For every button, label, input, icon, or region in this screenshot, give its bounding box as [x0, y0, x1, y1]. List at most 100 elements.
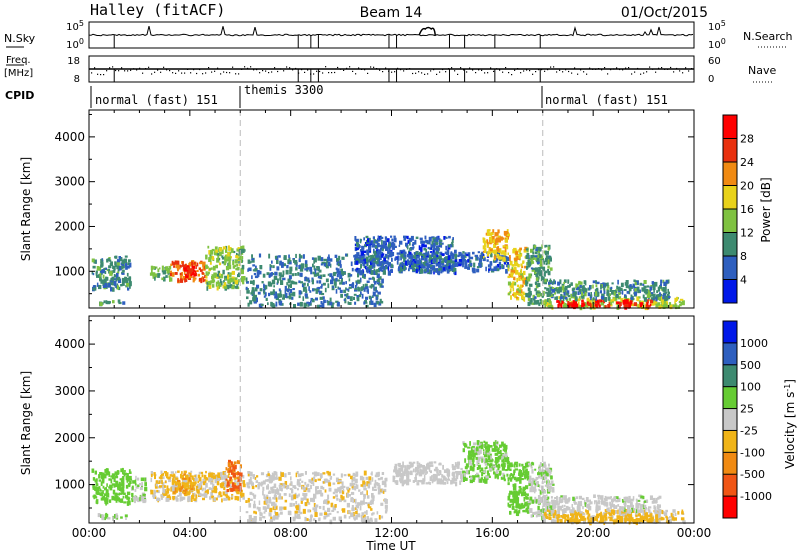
power-cell: [307, 303, 310, 307]
nave-dot: [649, 66, 651, 68]
velocity-cell: [566, 514, 569, 519]
power-cell: [403, 258, 406, 263]
power-cell: [121, 265, 124, 269]
velocity-cell: [421, 480, 424, 485]
power-cell: [656, 290, 658, 294]
power-cell: [125, 261, 127, 267]
power-cell: [406, 243, 409, 246]
power-cell: [495, 265, 498, 269]
velocity-cell: [350, 491, 355, 495]
power-cell: [482, 250, 485, 253]
power-cell: [570, 293, 574, 299]
power-cell: [430, 265, 433, 269]
power-cell: [558, 287, 562, 292]
velocity-cell: [310, 514, 313, 518]
power-cell: [473, 262, 476, 268]
velocity-cell: [503, 478, 506, 482]
power-cell: [221, 249, 224, 255]
velocity-cell: [539, 490, 542, 495]
power-cell: [547, 269, 549, 272]
power-cell: [659, 283, 662, 286]
power-cell: [474, 254, 479, 257]
power-cell: [294, 273, 297, 276]
velocity-cell: [351, 507, 355, 512]
velocity-cell: [100, 481, 103, 486]
velocity-cell: [495, 448, 499, 452]
nave-dot: [652, 68, 654, 70]
velocity-cell: [488, 475, 491, 478]
velocity-cell: [414, 478, 417, 482]
power-cell: [421, 243, 425, 248]
velocity-cell: [294, 486, 297, 490]
power-cell: [626, 303, 629, 308]
velocity-cell: [552, 487, 555, 490]
power-cell: [257, 291, 261, 295]
power-cell: [526, 248, 529, 253]
velocity-cell: [198, 471, 201, 475]
velocity-cell: [526, 463, 529, 468]
velocity-cell: [141, 485, 143, 488]
power-cell: [279, 277, 282, 281]
power-cell: [190, 268, 194, 272]
power-cell: [326, 264, 329, 269]
velocity-cell: [533, 488, 537, 492]
power-cell: [456, 261, 461, 264]
nave-dot: [343, 69, 345, 71]
power-cell: [206, 286, 209, 291]
velocity-cell: [361, 476, 365, 481]
power-cell: [448, 263, 451, 266]
power-cell: [316, 280, 319, 284]
velocity-cell: [347, 494, 351, 497]
power-cell: [174, 272, 178, 275]
noise-trace: [88, 25, 694, 48]
power-cell: [116, 265, 120, 270]
power-cell: [117, 299, 121, 303]
velocity-cell: [539, 511, 542, 516]
velocity-cell: [126, 491, 131, 496]
velocity-cell: [370, 508, 373, 511]
velocity-cell: [274, 489, 278, 494]
velocity-cell: [268, 512, 272, 517]
velocity-cell: [500, 476, 504, 480]
velocity-cell: [528, 501, 531, 505]
power-cell: [379, 266, 382, 272]
power-cell: [545, 257, 549, 263]
velocity-cell: [294, 513, 297, 519]
velocity-cell: [107, 517, 111, 520]
power-cell: [488, 268, 491, 271]
velocity-cell: [377, 486, 380, 490]
velocity-cell: [604, 509, 608, 514]
power-cell: [313, 272, 317, 277]
power-cell: [563, 305, 566, 309]
velocity-cell: [502, 448, 507, 452]
power-cell: [416, 255, 420, 259]
power-cell: [507, 252, 509, 255]
power-cell: [559, 279, 562, 282]
velocity-cell: [98, 474, 101, 479]
power-cell: [358, 294, 362, 298]
velocity-cell: [376, 482, 380, 487]
power-cell: [488, 232, 492, 236]
power-cell: [293, 259, 295, 263]
velocity-cell: [170, 487, 173, 492]
power-cell: [411, 244, 415, 247]
velocity-cell: [522, 466, 527, 469]
velocity-cell: [415, 466, 419, 471]
power-cell: [303, 302, 307, 308]
velocity-cell: [229, 476, 232, 482]
velocity-cell: [501, 463, 503, 467]
nave-dot: [496, 68, 498, 70]
power-cell: [512, 249, 516, 254]
power-cell: [381, 247, 384, 252]
nave-dot: [556, 71, 558, 73]
velocity-cell: [229, 487, 231, 491]
power-cell: [373, 280, 377, 283]
velocity-cell: [232, 473, 235, 478]
velocity-cell: [263, 494, 266, 499]
power-cell: [512, 288, 515, 292]
velocity-cell: [359, 505, 362, 511]
power-cell: [339, 274, 343, 279]
velocity-cell: [532, 513, 534, 518]
power-cell: [572, 300, 576, 305]
velocity-cell: [480, 477, 483, 480]
